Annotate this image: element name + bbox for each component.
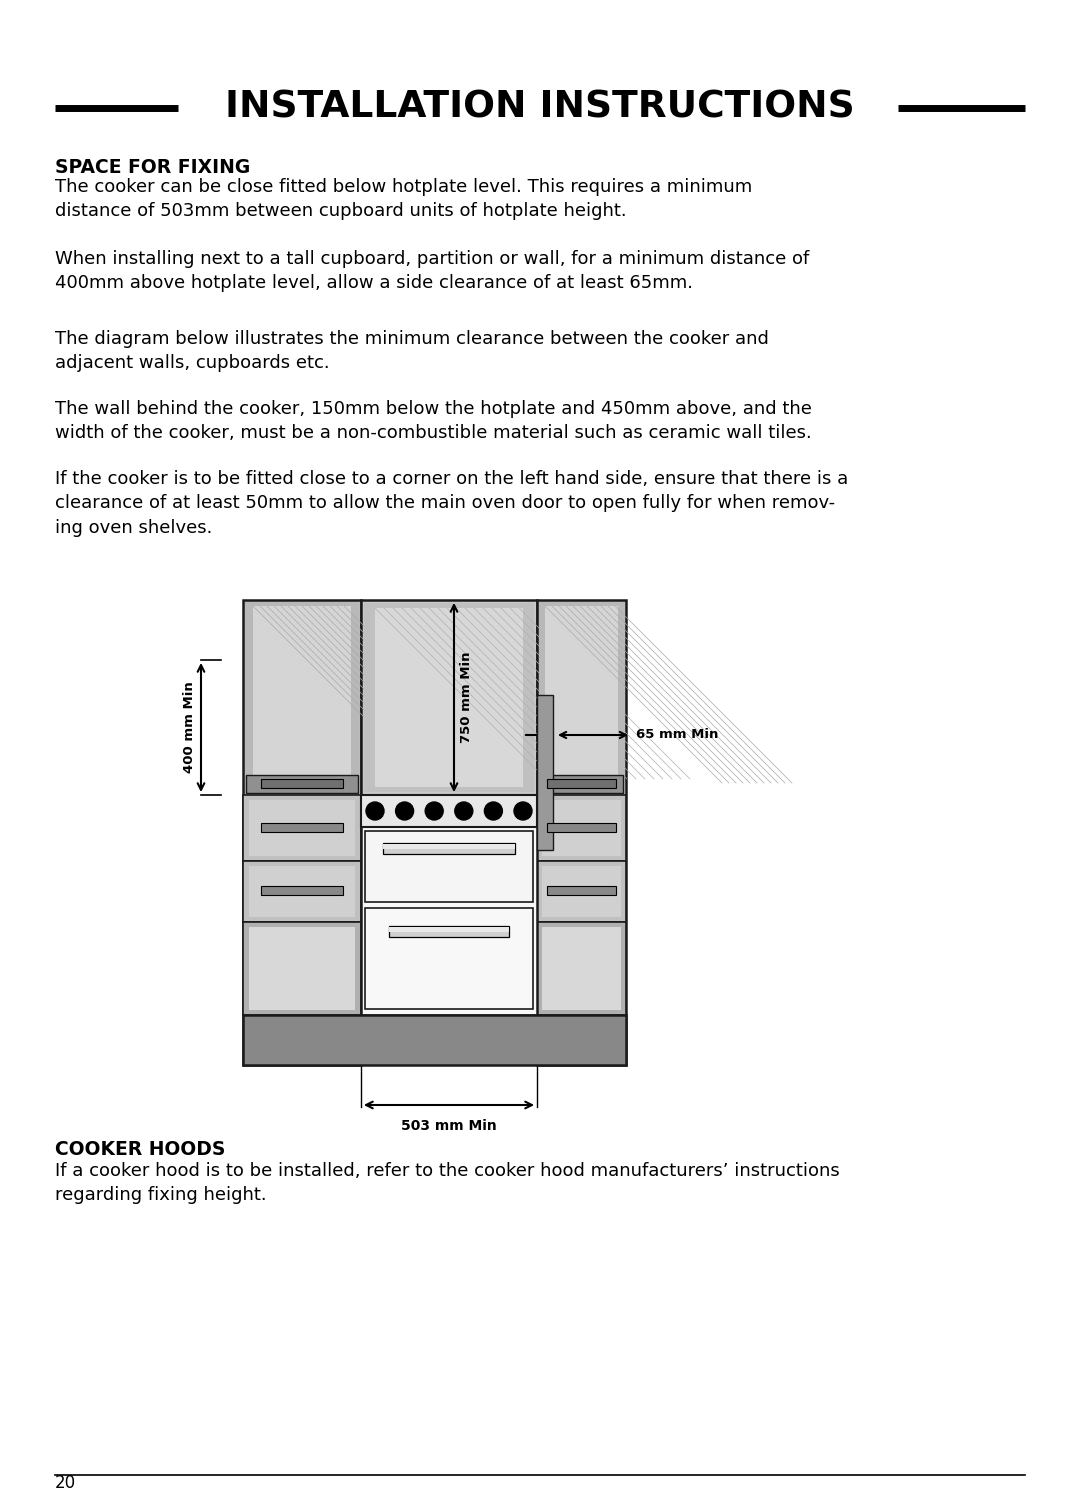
Text: If a cooker hood is to be installed, refer to the cooker hood manufacturers’ ins: If a cooker hood is to be installed, ref…: [55, 1162, 840, 1204]
Bar: [389, 926, 509, 937]
Text: 20: 20: [55, 1475, 76, 1491]
Bar: [361, 795, 537, 827]
Bar: [537, 795, 626, 861]
Circle shape: [366, 802, 384, 820]
Bar: [537, 695, 553, 851]
Bar: [246, 775, 357, 793]
Bar: [249, 799, 355, 857]
Circle shape: [455, 802, 473, 820]
Bar: [243, 922, 361, 1015]
Bar: [546, 780, 616, 789]
Bar: [243, 600, 361, 1065]
Text: 400 mm Min: 400 mm Min: [183, 681, 195, 774]
Text: When installing next to a tall cupboard, partition or wall, for a minimum distan: When installing next to a tall cupboard,…: [55, 249, 809, 292]
Bar: [245, 601, 359, 793]
Bar: [539, 601, 624, 793]
Bar: [365, 908, 534, 1009]
Text: 750 mm Min: 750 mm Min: [460, 651, 473, 743]
Bar: [537, 861, 626, 922]
Bar: [253, 606, 351, 789]
Bar: [542, 866, 621, 917]
Bar: [365, 831, 534, 902]
Bar: [383, 845, 515, 849]
Bar: [540, 775, 623, 793]
Circle shape: [426, 802, 443, 820]
Bar: [542, 799, 621, 857]
Circle shape: [514, 802, 532, 820]
Bar: [546, 823, 616, 833]
Text: COOKER HOODS: COOKER HOODS: [55, 1139, 226, 1159]
Bar: [537, 922, 626, 1015]
Bar: [383, 843, 515, 854]
Circle shape: [395, 802, 414, 820]
Text: INSTALLATION INSTRUCTIONS: INSTALLATION INSTRUCTIONS: [225, 91, 855, 125]
Bar: [361, 795, 537, 1015]
Text: The cooker can be close fitted below hotplate level. This requires a minimum
dis: The cooker can be close fitted below hot…: [55, 178, 753, 221]
Bar: [375, 607, 523, 787]
Text: If the cooker is to be fitted close to a corner on the left hand side, ensure th: If the cooker is to be fitted close to a…: [55, 470, 848, 536]
Bar: [546, 885, 616, 895]
Bar: [243, 861, 361, 922]
Bar: [545, 606, 618, 789]
Text: The diagram below illustrates the minimum clearance between the cooker and
adjac: The diagram below illustrates the minimu…: [55, 329, 769, 372]
Bar: [261, 885, 343, 895]
Bar: [243, 1015, 626, 1065]
Bar: [389, 928, 509, 932]
Bar: [249, 866, 355, 917]
Bar: [243, 795, 361, 861]
Bar: [361, 600, 537, 795]
Text: 503 mm Min: 503 mm Min: [401, 1120, 497, 1133]
Text: SPACE FOR FIXING: SPACE FOR FIXING: [55, 159, 251, 177]
Bar: [249, 928, 355, 1009]
Bar: [261, 780, 343, 789]
Bar: [364, 603, 534, 792]
Bar: [537, 600, 626, 1065]
Circle shape: [485, 802, 502, 820]
Text: 65 mm Min: 65 mm Min: [636, 728, 718, 742]
Text: The wall behind the cooker, 150mm below the hotplate and 450mm above, and the
wi: The wall behind the cooker, 150mm below …: [55, 400, 812, 443]
Bar: [261, 823, 343, 833]
Bar: [542, 928, 621, 1009]
